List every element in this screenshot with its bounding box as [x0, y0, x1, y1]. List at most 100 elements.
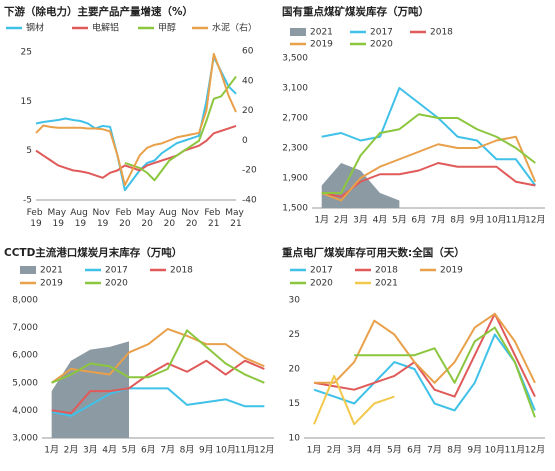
legend-swatch [290, 28, 306, 36]
legend-label: 2018 [170, 266, 193, 276]
x-tick-label: 10月 [215, 445, 235, 456]
y-tick-label: 25 [21, 47, 32, 57]
chart-title: 下游（除电力）主要产品产量增速（%） [4, 5, 193, 18]
y-tick-label: -20 [242, 166, 257, 176]
line [313, 374, 395, 426]
x-tick-label: 5月 [122, 445, 137, 456]
y-tick-label: 5,000 [12, 378, 38, 388]
y-tick-label: 2,300 [282, 144, 308, 154]
y-tick-label: 1,500 [282, 204, 308, 214]
x-tick-label: Aug 19 [70, 208, 90, 229]
x-tick-label: 4月 [367, 445, 382, 456]
x-tick-label: 7月 [160, 445, 175, 456]
legend-label: 2019 [40, 279, 63, 289]
y-tick-label: 6,000 [12, 351, 38, 361]
y-tick-label: 20 [242, 106, 254, 116]
x-tick-label: Aug 20 [159, 208, 179, 229]
x-tick-label: May 19 [47, 208, 68, 229]
y-tick-label: 2,700 [282, 114, 308, 124]
x-tick-label: 8月 [180, 445, 195, 456]
x-tick-label: 3月 [353, 215, 368, 226]
line [313, 312, 536, 398]
legend-label: 2020 [310, 279, 333, 289]
legend-label: 2020 [370, 40, 393, 50]
chart-title: 国有重点煤矿煤炭库存（万吨） [282, 5, 429, 18]
x-tick-label: 1月 [307, 445, 322, 456]
x-tick-label: Feb 19 [27, 208, 46, 229]
area [321, 163, 400, 208]
x-tick-label: 3月 [83, 445, 98, 456]
x-tick-label: 4月 [102, 445, 117, 456]
line [321, 87, 537, 187]
y-tick-label: 7,000 [12, 323, 38, 333]
y-tick-label: 40 [242, 76, 254, 86]
x-tick-label: Nov 20 [181, 208, 201, 229]
legend-label: 钢材 [26, 22, 44, 34]
x-tick-label: 1月 [44, 445, 59, 456]
x-tick-label: 11月 [505, 445, 525, 456]
x-tick-label: 1月 [314, 215, 329, 226]
x-tick-label: 4月 [373, 215, 388, 226]
x-tick-label: 12月 [525, 215, 545, 226]
x-tick-label: 2月 [64, 445, 79, 456]
line [321, 135, 537, 202]
line [354, 326, 536, 418]
x-tick-label: 8月 [447, 445, 462, 456]
y-tick-label: 25 [289, 330, 300, 340]
legend-label: 水泥（右） [212, 22, 257, 34]
line [51, 359, 265, 415]
y-tick-label: 0 [242, 136, 248, 146]
y-tick-label: 4,000 [12, 406, 38, 416]
y-tick-label: 10 [289, 434, 301, 444]
x-tick-label: 7月 [427, 445, 442, 456]
line [35, 52, 237, 187]
y-tick-label: 60 [242, 46, 254, 56]
line [321, 162, 536, 198]
y-tick-label: 1,900 [282, 174, 308, 184]
legend-label: 2019 [310, 40, 333, 50]
legend-label: 2021 [375, 279, 398, 289]
x-tick-label: May 20 [136, 208, 157, 229]
y-tick-label: 15 [21, 97, 32, 107]
line [51, 329, 265, 384]
legend-label: 2020 [105, 279, 128, 289]
legend-label: 2017 [370, 28, 393, 38]
x-tick-label: 9月 [199, 445, 214, 456]
x-tick-label: 3月 [347, 445, 362, 456]
y-tick-label: 3,500 [282, 54, 308, 64]
line [35, 124, 237, 179]
x-tick-label: 12月 [525, 445, 545, 456]
x-tick-label: 6月 [141, 445, 156, 456]
x-tick-label: 11月 [235, 445, 255, 456]
line [314, 312, 536, 384]
legend-swatch [20, 266, 36, 274]
y-tick-label: -5 [23, 196, 32, 206]
y-tick-label: 3,100 [282, 84, 308, 94]
x-tick-label: Feb 20 [115, 208, 134, 229]
legend-label: 2019 [440, 266, 463, 276]
x-tick-label: 6月 [411, 215, 426, 226]
y-tick-label: 5 [26, 146, 32, 156]
x-tick-label: 6月 [407, 445, 422, 456]
legend-label: 2018 [375, 266, 398, 276]
x-tick-label: 12月 [254, 445, 274, 456]
legend-label: 2021 [40, 266, 63, 276]
legend-label: 甲醇 [158, 22, 176, 34]
line [124, 75, 237, 182]
x-tick-label: 5月 [387, 445, 402, 456]
y-tick-label: 15 [289, 399, 300, 409]
x-tick-label: 2月 [327, 445, 342, 456]
y-tick-label: 20 [289, 365, 301, 375]
x-tick-label: 8月 [450, 215, 465, 226]
x-tick-label: 10月 [485, 445, 505, 456]
y-tick-label: 30 [289, 296, 301, 306]
y-tick-label: 8,000 [12, 296, 38, 306]
x-tick-label: 5月 [392, 215, 407, 226]
x-tick-label: 9月 [467, 445, 482, 456]
x-tick-label: Nov 19 [92, 208, 112, 229]
y-tick-label: 3,000 [12, 434, 38, 444]
x-tick-label: 7月 [431, 215, 446, 226]
line [35, 55, 237, 192]
legend-label: 2021 [310, 28, 333, 38]
